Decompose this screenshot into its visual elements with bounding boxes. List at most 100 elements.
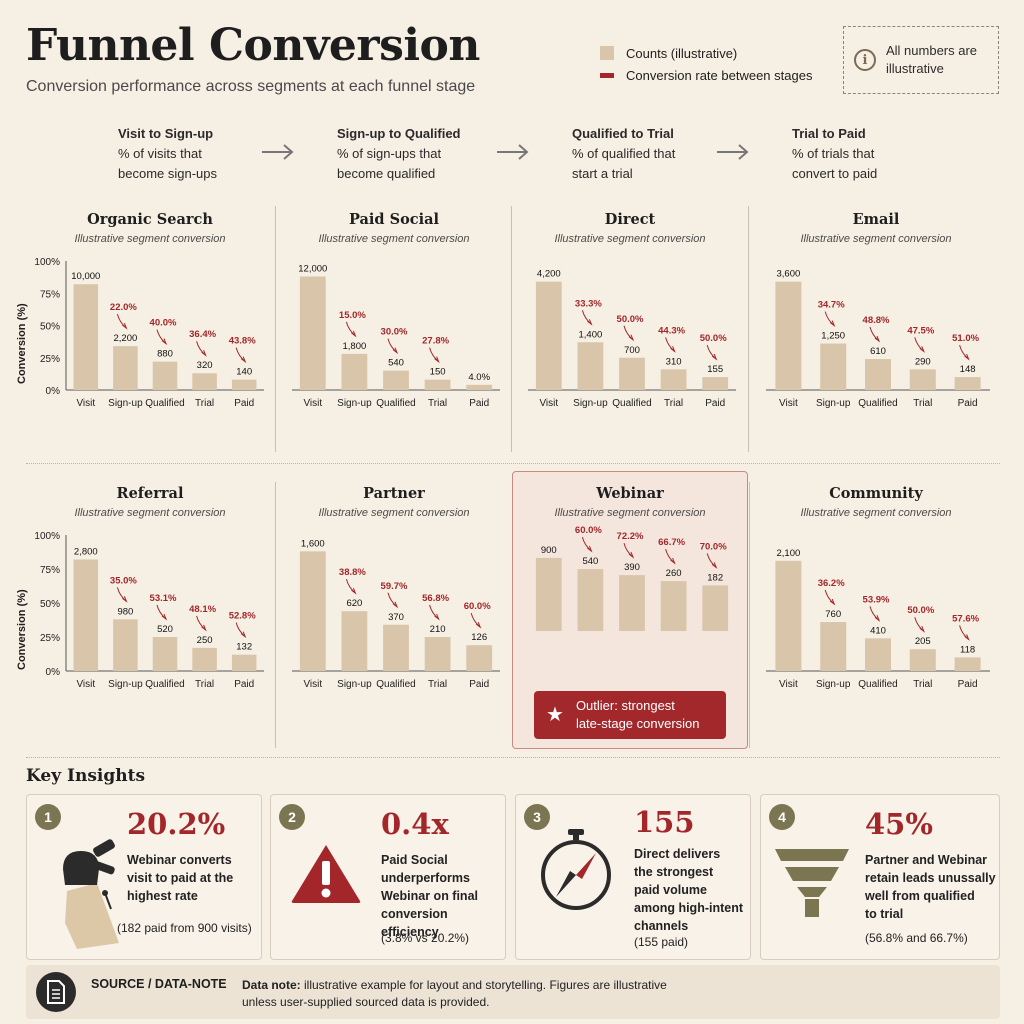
count-label: 4,200 (537, 269, 561, 280)
count-label: 370 (388, 612, 404, 623)
rate-arrowhead (628, 334, 635, 342)
bar-sign-up (113, 346, 138, 390)
insight-note: (56.8% and 66.7%) (865, 931, 968, 945)
x-tick-label: Trial (664, 398, 683, 409)
rate-label: 38.8% (339, 567, 366, 578)
insight-line: the strongest (634, 865, 714, 879)
bar-sign-up (820, 622, 847, 671)
insight-line: to trial (865, 907, 904, 921)
count-label: 290 (915, 356, 931, 367)
rate-arrowhead (670, 557, 676, 565)
bar-chart: 1,600 Visit 620 Sign-up 370 Qualified 210 Trial… (292, 538, 500, 690)
insight-line: well from qualified (865, 889, 975, 903)
x-tick-label: Sign-up (573, 398, 608, 409)
bar-visit (299, 276, 326, 390)
x-tick-label: Trial (913, 398, 932, 409)
chart-subtitle: Illustrative segment conversion (554, 233, 706, 245)
bar-paid (702, 377, 729, 390)
rate-arrowhead (711, 562, 718, 569)
bar-qualified (619, 357, 645, 390)
bar-qualified (865, 638, 891, 671)
bar-visit (535, 557, 562, 631)
rate-arrowhead (475, 621, 482, 629)
source-label: SOURCE / DATA-NOTE (91, 977, 227, 991)
rate-label: 15.0% (339, 310, 366, 321)
x-tick-label: Visit (303, 679, 322, 690)
rate-label: 33.3% (575, 298, 602, 309)
illustrative-note: i All numbers are illustrative (843, 26, 999, 94)
step-title: Trial to Paid (792, 126, 866, 141)
chart-subtitle: Illustrative segment conversion (554, 507, 706, 519)
note-line-1: All numbers are (886, 43, 978, 58)
chart-title: Partner (363, 485, 425, 502)
rate-arrowhead (964, 634, 970, 641)
y-tick-label: 50% (40, 322, 60, 333)
legend: Counts (illustrative) Conversion rate be… (600, 42, 812, 86)
rate-label: 34.7% (818, 300, 845, 311)
info-icon: i (854, 49, 876, 71)
webinar-lamp-icon (63, 839, 119, 949)
panel-divider (275, 482, 276, 748)
bar-trial (660, 369, 687, 390)
rate-arrowhead (587, 319, 593, 326)
bar-chart: 0% 25% 50% 75% 100% 2,800 Visit 980 Sign-up 520 Qu… (34, 531, 264, 690)
insight-card: 2 0.4x Paid Social underperforms Webinar… (270, 794, 506, 960)
footer-note: SOURCE / DATA-NOTE Data note: illustrati… (26, 965, 1000, 1019)
insight-line: Paid Social (381, 853, 448, 867)
bar-chart: 12,000 Visit 1,800 Sign-up 540 Qualified 150 Tr… (292, 263, 500, 409)
insight-card: 3 155 Direct delivers the strongest paid… (515, 794, 751, 960)
insight-line: Webinar on final (381, 889, 478, 903)
y-tick-label: 0% (46, 386, 61, 397)
rate-label: 48.1% (189, 604, 216, 615)
rate-swatch (600, 72, 614, 78)
count-label: 1,600 (301, 538, 325, 549)
x-tick-label: Visit (539, 398, 558, 409)
bar-trial (424, 637, 451, 671)
count-label: 1,400 (579, 329, 603, 340)
bar-visit (73, 284, 99, 390)
step-line: % of trials that (792, 146, 875, 161)
rate-arrowhead (587, 545, 593, 553)
row-divider (26, 463, 1000, 464)
x-tick-label: Qualified (145, 679, 184, 690)
chart-panel-organic-search: Organic Search Illustrative segment conve… (26, 207, 274, 427)
x-tick-label: Qualified (376, 398, 415, 409)
insight-line: paid volume (634, 883, 707, 897)
rate-arrowhead (670, 346, 676, 353)
count-label: 150 (430, 367, 446, 378)
rate-label: 66.7% (658, 537, 685, 548)
rate-arrowhead (919, 626, 925, 633)
x-tick-label: Sign-up (816, 679, 851, 690)
bar-chart: 3,600 Visit 1,250 Sign-up 610 Qualified 290 Tri… (766, 269, 990, 409)
rate-label: 60.0% (575, 525, 602, 536)
step-line: convert to paid (792, 166, 878, 181)
count-label: 1,250 (821, 331, 845, 342)
legend-counts-label: Counts (illustrative) (626, 45, 738, 61)
bar-sign-up (341, 611, 368, 671)
bar-sign-up (341, 353, 368, 390)
count-label: 10,000 (71, 271, 100, 282)
x-tick-label: Paid (234, 679, 254, 690)
x-tick-label: Visit (779, 398, 798, 409)
x-tick-label: Qualified (145, 398, 184, 409)
bar-chart: 900 540 390 260 182 60.0% 72.2% 66.7% 70.0% (535, 525, 729, 631)
rate-label: 56.8% (422, 593, 449, 604)
insight-number: 3 (524, 804, 550, 830)
y-tick-label: 0% (46, 667, 61, 678)
rate-label: 57.6% (952, 613, 979, 624)
chart-title: Webinar (596, 485, 664, 502)
chart-title: Organic Search (87, 211, 213, 228)
rate-arrowhead (829, 598, 836, 606)
bar-qualified (383, 624, 409, 671)
step-title: Sign-up to Qualified (337, 126, 461, 141)
insights-heading: Key Insights (26, 766, 146, 786)
rate-label: 30.0% (381, 327, 408, 338)
y-tick-label: 75% (40, 289, 60, 300)
count-label: 126 (471, 632, 487, 643)
x-tick-label: Paid (234, 398, 254, 409)
bar-visit (299, 551, 326, 671)
rate-arrowhead (434, 356, 440, 364)
insight-line: Direct delivers (634, 847, 721, 861)
rate-label: 50.0% (907, 605, 934, 616)
x-tick-label: Qualified (376, 679, 415, 690)
